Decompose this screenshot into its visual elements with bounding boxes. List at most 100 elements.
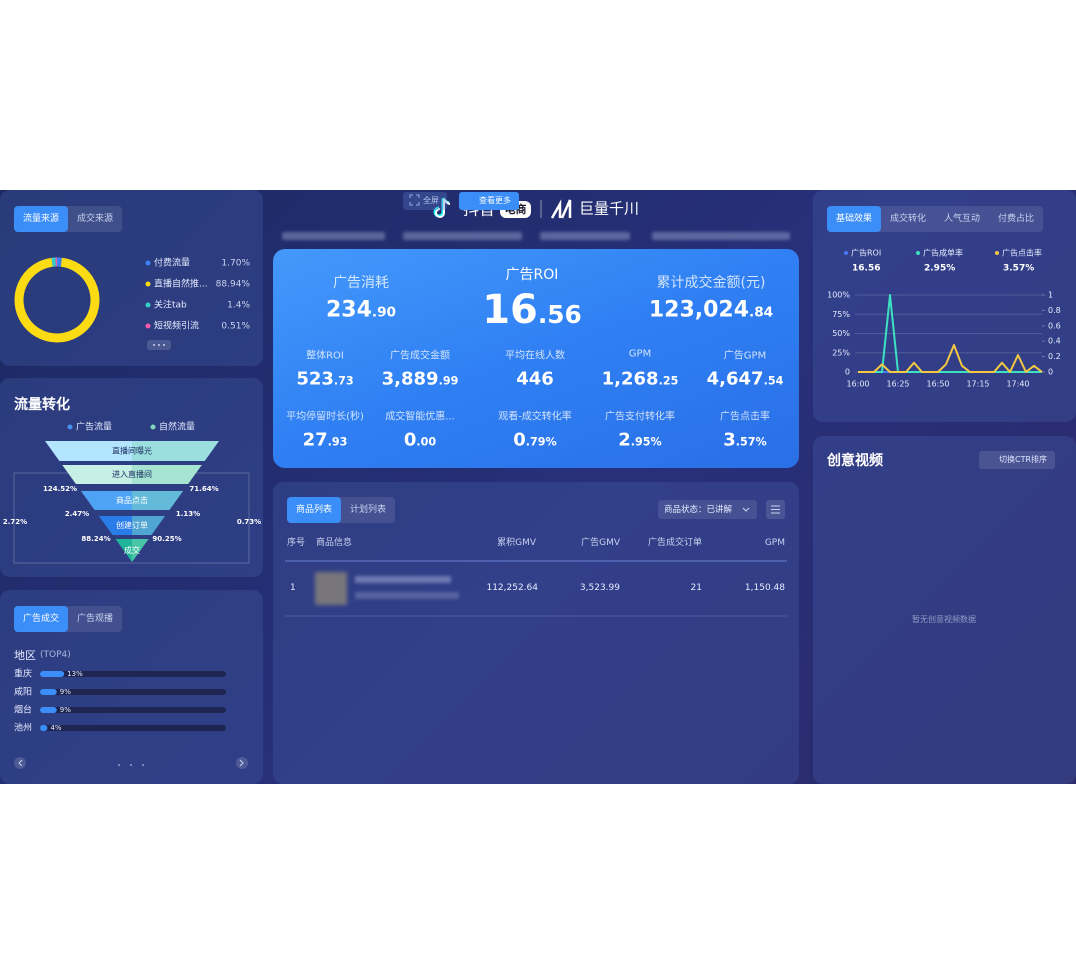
conversion-rate: 2.47% (65, 510, 89, 518)
tab[interactable]: 流量来源 (14, 206, 69, 232)
pager-dot (118, 764, 120, 766)
legend-label: 广告成单率 (923, 248, 963, 258)
funnel-stage (45, 441, 219, 461)
pager-dot (142, 764, 144, 766)
tab[interactable]: 付费占比 (998, 214, 1035, 224)
legend-label: 广告点击率 (1002, 248, 1042, 258)
tabs: 基础效果 成交转化 人气互动 付费占比 (827, 206, 1044, 232)
tabs: 广告成交 广告观播 (14, 606, 123, 632)
legend-dot (145, 323, 151, 329)
y2-tick-label: 0.4 (1048, 337, 1061, 346)
bar (40, 725, 48, 731)
conversion-rate: 124.52% (43, 485, 77, 493)
tab[interactable]: 基础效果 (827, 206, 882, 232)
product-image (315, 572, 347, 605)
y-tick-label: 100% (827, 291, 850, 300)
column-header: 商品信息 (316, 538, 353, 548)
y-tick-label: 0 (845, 368, 850, 377)
panel-title: 创意视频 (827, 453, 883, 469)
tab[interactable]: 成交转化 (890, 214, 927, 224)
donut-slice (14, 257, 100, 343)
legend-dot (995, 251, 999, 255)
kpi-value: 0.79% (513, 429, 557, 451)
conversion-rate: 90.25% (152, 535, 181, 543)
kpi-value: 16.56 (482, 287, 582, 333)
tabs: 流量来源 成交来源 (14, 206, 123, 232)
kpi-label: 广告消耗 (333, 275, 389, 291)
legend-value: 1.4% (227, 301, 250, 311)
kpi-label: 广告支付转化率 (605, 411, 675, 423)
funnel-label: 创建订单 (116, 520, 148, 530)
chart-title: 地区 (14, 649, 36, 662)
bar-value-label: 13% (67, 670, 83, 678)
y2-tick-label: 0.8 (1048, 306, 1061, 315)
cell: 112,252.64 (486, 583, 538, 593)
blurred-text (540, 232, 630, 240)
bar-track (40, 689, 226, 695)
bar-track (40, 671, 226, 677)
funnel-stage-right (132, 441, 219, 461)
y2-tick-label: 1 (1048, 291, 1053, 300)
region-panel: 重庆 13% 咸阳 9% 烟台 9% 池州 4% 广告成交 广告观播 地区 (TOP4) (0, 590, 263, 784)
kpi-value: 523.73 (296, 368, 354, 390)
fullscreen-button[interactable]: 全屏 (403, 192, 447, 210)
kpi-value: 234.90 (325, 297, 397, 323)
blurred-text (403, 232, 522, 240)
cell: 1,150.48 (744, 583, 785, 593)
funnel-stage-right (132, 491, 184, 510)
legend-label: 直播自然推... (154, 278, 208, 290)
kpi-value: 3.57% (723, 429, 767, 451)
pager-button[interactable] (14, 757, 26, 769)
bar-track (40, 725, 226, 731)
filter-select[interactable] (658, 500, 757, 519)
bar (40, 707, 57, 713)
tab[interactable]: 人气互动 (944, 214, 981, 224)
effect-panel: 广告ROI 16.56 广告成单率 2.95% 广告点击率 3.57% 0 25% 50% 75%… (813, 190, 1076, 422)
tab[interactable]: 成交来源 (77, 214, 114, 224)
fullscreen-icon (409, 194, 420, 206)
view-more-button[interactable]: 查看更多 (459, 192, 519, 210)
row-index: 1 (290, 583, 296, 593)
region-label: 重庆 (14, 668, 32, 680)
bar-value-label: 9% (60, 688, 71, 696)
chart-subtitle: (TOP4) (40, 650, 71, 660)
line-series (858, 294, 1042, 373)
funnel-label: 成交 (124, 545, 140, 555)
kpi-value: 4,647.54 (706, 368, 784, 390)
funnel-label: 商品点击 (116, 495, 148, 505)
column-header: 累积GMV (497, 538, 536, 548)
donut-chart: 付费流量 1.70% 直播自然推... 88.94% 关注tab 1.4% 短视频引流 0.5… (14, 257, 251, 350)
legend-value: 1.70% (221, 259, 250, 269)
qianchuan-icon (550, 199, 572, 219)
pager-arrow (18, 759, 23, 767)
legend-label: 关注tab (154, 299, 187, 311)
kpi-value: 1,268.25 (601, 368, 679, 390)
kpi-card: 广告消耗 234.90 广告ROI 16.56 累计成交金额(元) 123,024.84 整… (273, 249, 799, 468)
tab[interactable]: 计划列表 (350, 505, 387, 515)
legend-dot (67, 424, 73, 430)
legend-label: 短视频引流 (154, 320, 199, 332)
funnel-stage (62, 465, 202, 484)
conversion-rate: 88.24% (81, 535, 110, 543)
empty-state: 暂无创意视频数据 (912, 615, 976, 624)
funnel-stage-right (132, 465, 202, 484)
creative-panel: 创意视频 切换CTR排序 暂无创意视频数据 (813, 436, 1076, 784)
tab[interactable]: 广告成交 (14, 606, 69, 632)
logo-text: 巨量千川 (579, 200, 639, 218)
kpi-label: GPM (628, 348, 652, 360)
cell: 3,523.99 (579, 583, 620, 593)
tab[interactable]: 商品列表 (287, 497, 342, 523)
legend-dot (145, 281, 151, 287)
tab[interactable]: 广告观播 (77, 614, 114, 624)
line-series (858, 344, 1043, 373)
filter-text: 商品状态：已讲解 (664, 505, 733, 515)
pager-button[interactable] (236, 757, 248, 769)
kpi-label: 整体ROI (306, 350, 344, 362)
legend-value: 88.94% (216, 280, 251, 290)
ctr-sort-button[interactable]: 切换CTR排序 (979, 451, 1056, 469)
legend-dot (145, 260, 151, 266)
more-dot (163, 344, 165, 346)
bar (40, 671, 65, 677)
kpi-value: 2.95% (618, 429, 662, 451)
